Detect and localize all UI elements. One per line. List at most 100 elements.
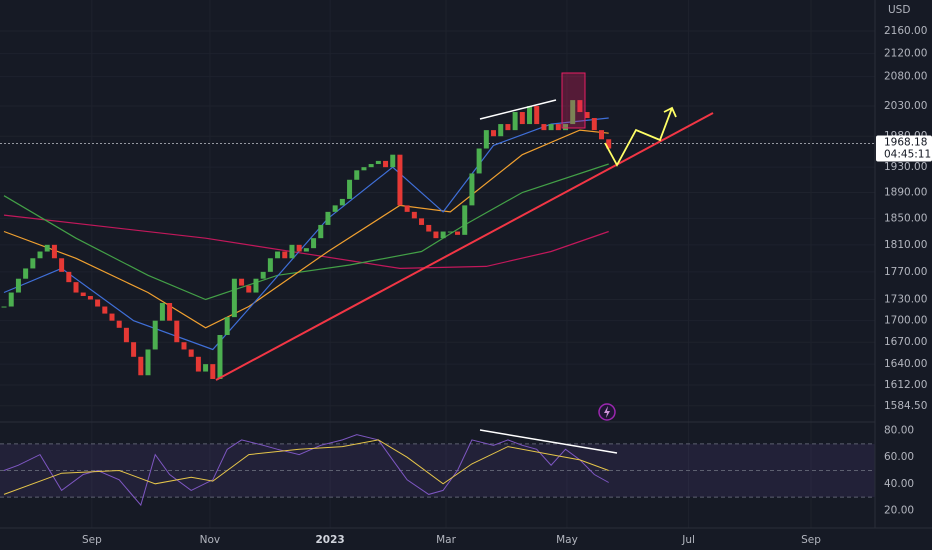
y-tick-label: 1640.00 (884, 358, 927, 370)
candle (73, 282, 79, 293)
candle (505, 124, 511, 131)
candle (433, 231, 439, 239)
candle (347, 179, 353, 199)
candle (87, 296, 93, 300)
candle (181, 342, 187, 350)
last-price-box (876, 135, 932, 162)
candle (584, 112, 590, 119)
candle (195, 356, 201, 372)
y-tick-label: 1700.00 (884, 315, 927, 327)
candle (375, 160, 381, 165)
candle (80, 292, 86, 297)
arrow-head (663, 106, 677, 118)
highlight-box (561, 72, 586, 129)
candle (469, 173, 475, 206)
y-tick-label: 2030.00 (884, 100, 927, 112)
candle (591, 118, 597, 131)
rsi-tick-label: 60.00 (884, 451, 914, 463)
candle (483, 130, 489, 149)
axes: 2160.002120.002080.002030.001980.001930.… (82, 25, 932, 546)
candle (15, 278, 21, 293)
y-tick-label: 1730.00 (884, 294, 927, 306)
candle (239, 278, 245, 286)
candle (383, 160, 389, 168)
candle (217, 334, 223, 379)
candle (563, 124, 569, 131)
candle (354, 170, 360, 180)
grid (0, 142, 875, 144)
lightning-glyph (604, 406, 610, 418)
y-tick-label: 1670.00 (884, 336, 927, 348)
candle (548, 124, 554, 131)
candle (303, 248, 309, 252)
candle (231, 278, 237, 318)
candle (419, 218, 425, 225)
candle (1, 306, 7, 308)
rsi-tick-label: 80.00 (884, 425, 914, 437)
candle (59, 258, 65, 272)
y-tick-label: 2120.00 (884, 48, 927, 60)
candle (577, 100, 583, 113)
y-tick-label: 2080.00 (884, 71, 927, 83)
y-tick-label: 1890.00 (884, 187, 927, 199)
candle (390, 154, 396, 168)
moving-average (3, 163, 609, 301)
top-line (479, 99, 557, 120)
candle (527, 106, 533, 125)
candle (447, 231, 453, 233)
candle (476, 148, 482, 174)
candle (102, 306, 108, 314)
candle (570, 100, 576, 125)
rsi-divergence-line (479, 429, 618, 454)
candle (188, 349, 194, 357)
x-tick-label: May (556, 534, 578, 546)
candle (512, 112, 518, 131)
currency-label: USD (888, 4, 910, 16)
candle (109, 313, 115, 321)
candle (159, 303, 165, 321)
candle (411, 211, 417, 219)
candle (224, 317, 230, 335)
candle (462, 205, 468, 235)
candle (131, 342, 137, 357)
candles (1, 100, 612, 379)
candle (30, 258, 36, 269)
candle (318, 224, 324, 239)
candle (210, 364, 216, 379)
candle (203, 364, 209, 372)
x-tick-label: Mar (436, 534, 456, 546)
candle (37, 251, 43, 259)
y-tick-label: 1850.00 (884, 212, 927, 224)
candle (23, 268, 29, 279)
x-tick-label: Jul (681, 534, 695, 546)
candle (311, 238, 317, 249)
candle (116, 320, 122, 328)
candle (246, 285, 252, 293)
candle (174, 320, 180, 343)
candle (95, 299, 101, 307)
projection-path (604, 107, 673, 167)
candle (368, 164, 374, 168)
candle (123, 327, 129, 343)
candle (8, 292, 14, 307)
candle (296, 244, 302, 252)
moving-average (3, 214, 609, 270)
candle (404, 205, 410, 212)
candle (598, 130, 604, 140)
candle (325, 211, 331, 225)
rsi-tick-label: 40.00 (884, 478, 914, 490)
trend-line (215, 112, 714, 381)
candle (555, 124, 561, 131)
y-tick-label: 1584.50 (884, 400, 927, 412)
y-tick-label: 1770.00 (884, 266, 927, 278)
candle (167, 303, 173, 321)
candle (440, 231, 446, 239)
y-tick-label: 1810.00 (884, 239, 927, 251)
candle (145, 349, 151, 376)
candle (361, 167, 367, 171)
countdown-label: 04:45:11 (884, 148, 931, 160)
candle (491, 130, 497, 137)
candle (606, 139, 612, 149)
